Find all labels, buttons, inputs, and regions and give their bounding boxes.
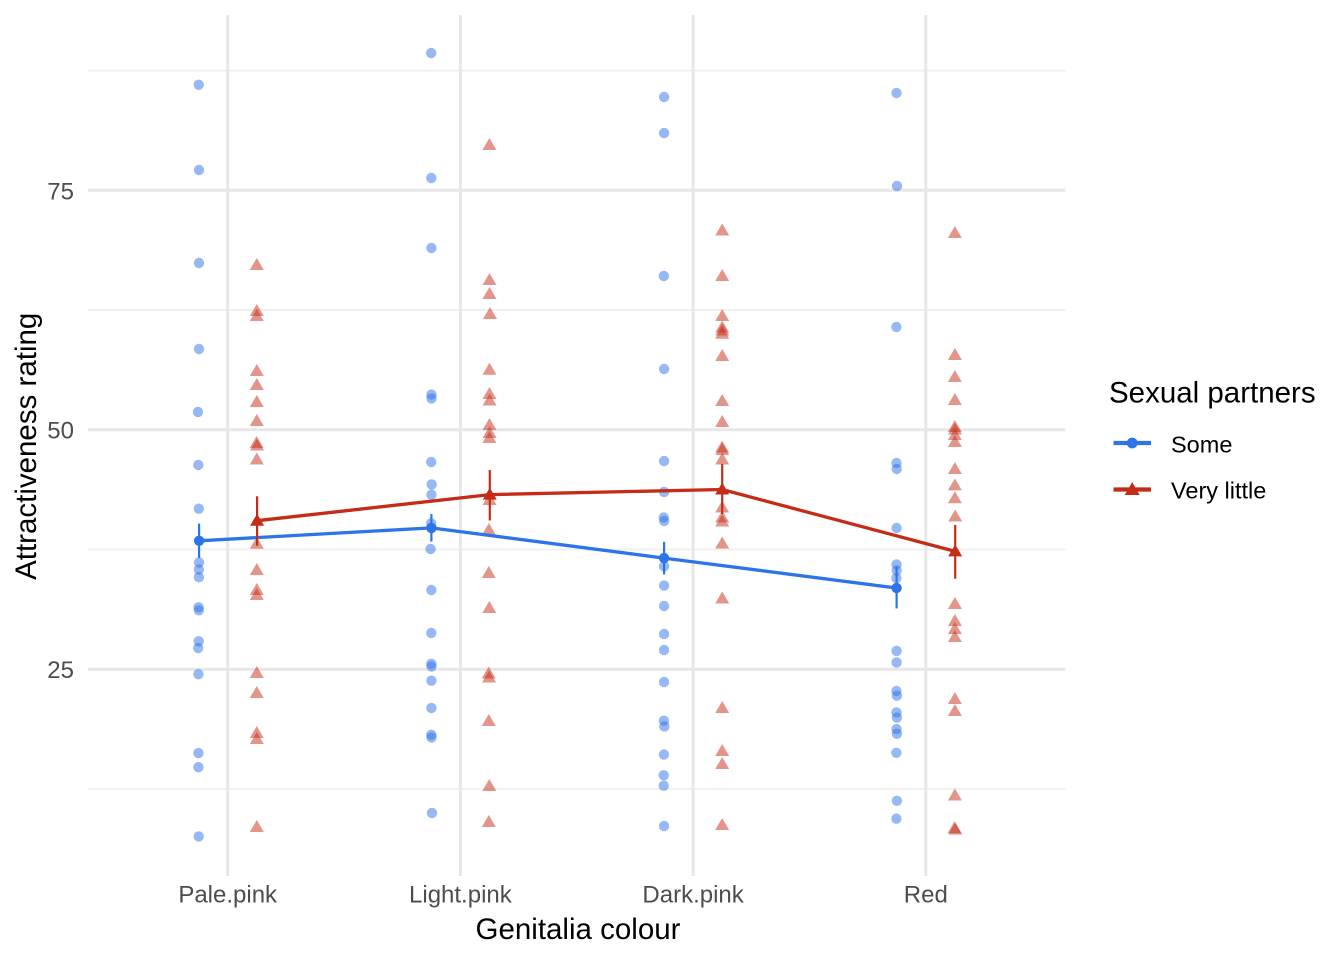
- svg-text:25: 25: [47, 657, 74, 684]
- svg-text:Genitalia colour: Genitalia colour: [476, 913, 681, 946]
- svg-text:75: 75: [47, 178, 74, 205]
- svg-text:Pale.pink: Pale.pink: [178, 882, 278, 909]
- svg-text:50: 50: [47, 418, 74, 445]
- svg-text:Very little: Very little: [1171, 478, 1266, 504]
- svg-text:Some: Some: [1171, 432, 1232, 458]
- svg-text:Attractiveness rating: Attractiveness rating: [10, 313, 43, 580]
- svg-text:Dark.pink: Dark.pink: [642, 882, 744, 909]
- svg-text:Sexual partners: Sexual partners: [1109, 377, 1316, 410]
- svg-text:Light.pink: Light.pink: [409, 882, 513, 909]
- svg-text:Red: Red: [904, 882, 948, 909]
